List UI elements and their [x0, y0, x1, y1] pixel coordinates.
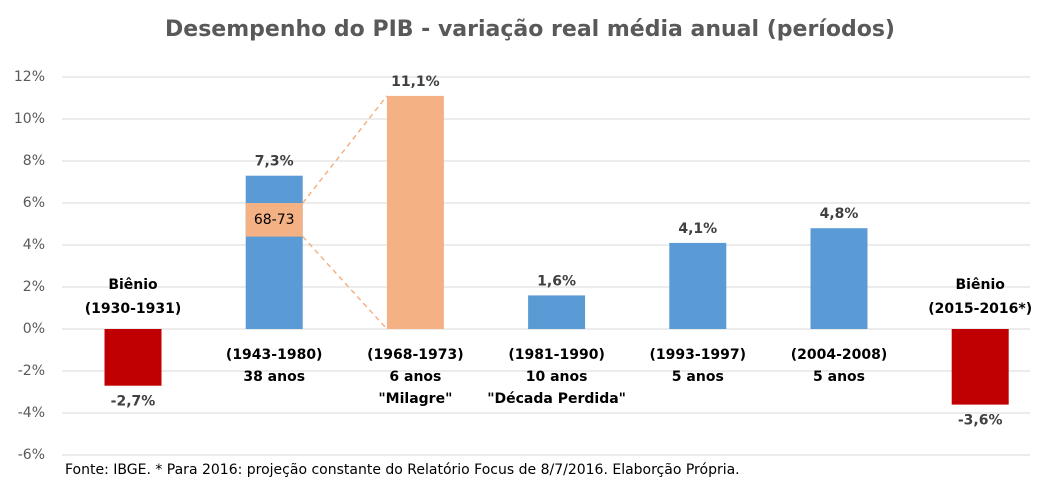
value-label: 7,3%	[255, 154, 294, 170]
category-label: 5 anos	[672, 369, 724, 385]
category-label: 38 anos	[243, 369, 305, 385]
category-label: (1943-1980)	[226, 347, 323, 363]
category-label: (2004-2008)	[791, 347, 888, 363]
y-tick-label: 2%	[23, 279, 45, 295]
value-label: 1,6%	[537, 273, 576, 289]
category-label: (2015-2016*)	[928, 301, 1032, 317]
category-label: Biênio	[956, 277, 1006, 293]
value-label: -2,7%	[111, 394, 156, 410]
y-tick-label: 0%	[23, 321, 45, 337]
y-tick-label: 6%	[23, 195, 45, 211]
value-label: -3,6%	[958, 413, 1003, 429]
category-label: (1930-1931)	[85, 301, 182, 317]
y-tick-label: 12%	[14, 69, 45, 85]
bar	[528, 295, 586, 329]
y-tick-label: 10%	[14, 111, 45, 127]
footnote: Fonte: IBGE. * Para 2016: projeção const…	[65, 462, 740, 478]
y-tick-label: 4%	[23, 237, 45, 253]
bar	[669, 242, 727, 329]
connector	[302, 95, 388, 204]
category-label: 5 anos	[813, 369, 865, 385]
category-label: Biênio	[108, 277, 158, 293]
highlight-segment	[245, 203, 303, 237]
y-tick-label: 8%	[23, 153, 45, 169]
value-label: 4,8%	[820, 206, 859, 222]
bar	[810, 228, 868, 329]
category-label: 10 anos	[526, 369, 588, 385]
value-label: 11,1%	[391, 74, 440, 90]
bar	[245, 175, 303, 329]
chart-title: Desempenho do PIB - variação real média …	[165, 17, 895, 42]
bar	[951, 329, 1009, 405]
category-label: 6 anos	[389, 369, 441, 385]
y-tick-label: -4%	[18, 405, 45, 421]
value-label: 4,1%	[678, 221, 717, 237]
bar	[104, 329, 162, 386]
category-label: (1993-1997)	[650, 347, 747, 363]
category-label: "Milagre"	[378, 391, 452, 407]
category-label: "Década Perdida"	[487, 391, 626, 407]
category-label: (1968-1973)	[367, 347, 464, 363]
bar	[386, 95, 444, 330]
y-tick-label: -2%	[18, 363, 45, 379]
highlight-label: 68-73	[254, 212, 295, 228]
connector	[302, 236, 388, 330]
y-tick-label: -6%	[18, 447, 45, 463]
category-label: (1981-1990)	[508, 347, 605, 363]
